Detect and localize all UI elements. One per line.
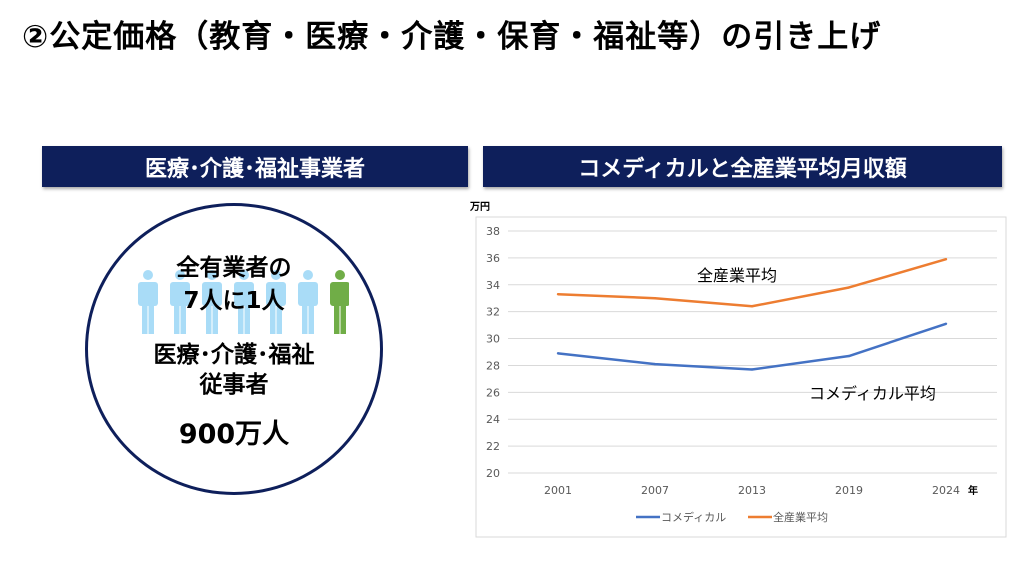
slide-title: ②公定価格（教育・医療・介護・保育・福祉等）の引き上げ [22,19,882,55]
data-point [944,258,948,261]
y-tick-label: 32 [486,306,500,319]
y-tick-label: 20 [486,467,500,480]
y-tick-label: 24 [486,413,500,426]
annotation-comedical: コメディカル平均 [809,384,936,403]
x-tick-label: 2013 [738,484,766,497]
y-tick-label: 34 [486,279,500,292]
data-point [847,286,851,289]
chart-frame [475,216,1007,538]
person-icon [298,270,318,334]
people-icons [138,270,349,334]
data-point [750,305,754,308]
legend-label: 全産業平均 [773,510,828,524]
y-tick-label: 28 [486,359,500,372]
workers-line2: 従事者 [199,372,269,398]
y-tick-label: 36 [486,252,500,265]
person-icon [138,270,158,334]
y-tick-label: 22 [486,440,500,453]
data-point [653,297,657,300]
data-point [653,362,657,366]
data-point [556,292,560,296]
person-icon [266,270,286,334]
left-panel-header: 医療･介護･福祉事業者 [42,146,468,187]
ratio-line1: 全有業者の [176,255,292,281]
person-icon [234,270,254,334]
data-point [944,322,948,325]
x-tick-label: 2024 [932,484,960,497]
x-tick-label: 2007 [641,484,669,497]
workers-line1: 医療･介護･福祉 [153,342,315,368]
data-point [750,368,754,371]
person-icon [330,270,349,334]
data-point [847,354,851,358]
stat-circle [85,203,383,495]
y-unit-label: 万円 [470,201,490,213]
data-point [556,352,560,355]
worker-count: 900万人 [178,419,290,450]
right-panel-header: コメディカルと全産業平均月収額 [483,146,1002,187]
person-icon [202,270,222,334]
annotation-all-industry: 全産業平均 [697,266,777,285]
x-tick-label: 2019 [835,484,863,497]
person-icon [170,270,190,334]
y-tick-label: 26 [486,386,500,399]
y-tick-label: 38 [486,225,500,238]
x-unit-label: 年 [968,484,978,497]
legend-label: コメディカル [661,510,726,524]
income-line-chart: 万円 20 22 24 26 28 30 32 34 36 38 2001 2007 2013 2019 20… [470,201,1007,538]
y-tick-label: 30 [486,333,500,346]
ratio-line2: 7人に1人 [183,288,285,314]
x-tick-label: 2001 [544,484,572,497]
